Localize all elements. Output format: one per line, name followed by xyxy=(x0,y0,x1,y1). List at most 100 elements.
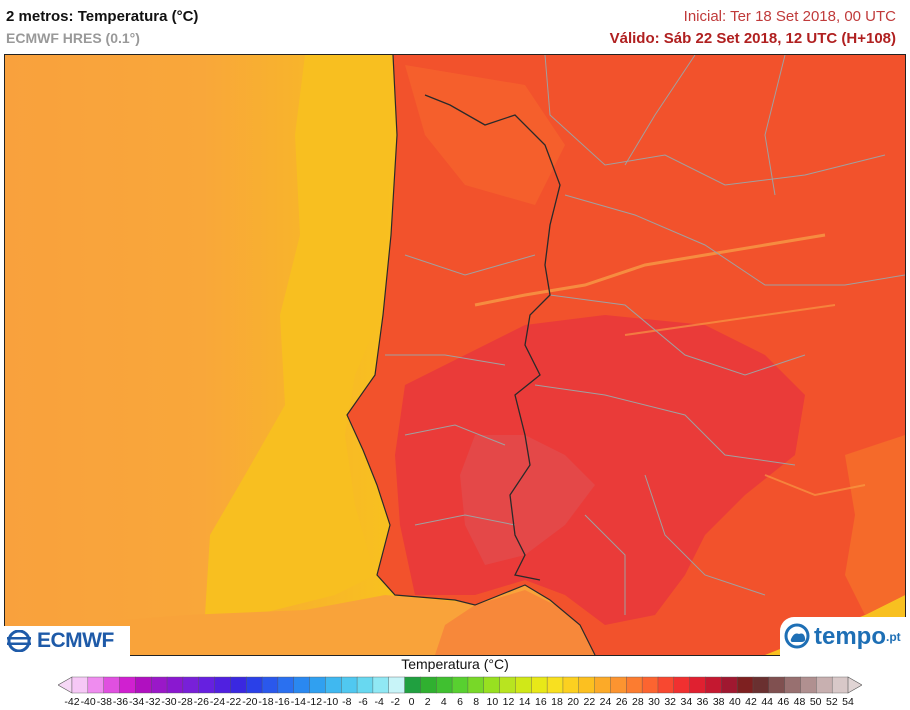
coastal-warm-band xyxy=(205,55,393,615)
scale-swatch xyxy=(736,676,754,694)
tempo-symbol-icon xyxy=(784,623,810,648)
mountain-range-2 xyxy=(624,304,836,336)
scale-swatch xyxy=(166,676,184,694)
southern-sea-hot xyxy=(435,590,595,655)
scale-swatch xyxy=(87,676,105,694)
scale-label: -12 xyxy=(306,696,323,708)
scale-label: -22 xyxy=(226,696,242,708)
scale-label: -16 xyxy=(274,696,290,708)
scale-label: 36 xyxy=(696,696,709,708)
scale-label: -10 xyxy=(323,696,339,708)
ecmwf-logo-text: ECMWF xyxy=(37,629,114,652)
scale-swatch xyxy=(705,676,722,694)
region-boundaries xyxy=(385,55,905,615)
scale-swatch xyxy=(388,676,406,694)
scale-swatch xyxy=(356,676,374,694)
hottest-zone xyxy=(460,435,595,565)
color-scale-bar xyxy=(58,676,862,694)
scale-swatch xyxy=(372,676,390,694)
orange-south-east xyxy=(845,435,905,615)
scale-swatch xyxy=(499,676,516,694)
scale-label: 48 xyxy=(793,696,806,708)
mountain-range-3 xyxy=(764,474,866,497)
color-scale-labels: -42 -40 -38 -36 -34 -32 -30 -28 -26 -24 -22 -20 -18-… xyxy=(0,696,910,710)
scale-label: -34 xyxy=(129,696,145,708)
scale-label: 34 xyxy=(680,696,693,708)
scale-label: -32 xyxy=(145,696,161,708)
scale-swatch xyxy=(182,676,200,694)
scale-swatch xyxy=(293,676,311,694)
map-canvas xyxy=(5,55,905,655)
ecmwf-symbol-icon xyxy=(7,630,31,652)
scale-label: 26 xyxy=(615,696,628,708)
scale-swatch xyxy=(467,676,485,694)
model-subtitle: ECMWF HRES (0.1°) xyxy=(6,30,140,46)
scale-label: -40 xyxy=(80,696,96,708)
scale-swatch xyxy=(436,676,453,694)
scale-label: -6 xyxy=(358,696,368,708)
scale-swatch xyxy=(451,676,469,694)
scale-swatch xyxy=(626,676,643,694)
scale-label: 2 xyxy=(424,696,431,708)
scale-swatch xyxy=(198,676,216,694)
scale-label: 46 xyxy=(777,696,790,708)
scale-swatch xyxy=(135,676,152,694)
scale-label: 38 xyxy=(712,696,725,708)
scale-swatch xyxy=(214,676,231,694)
scale-label: 32 xyxy=(664,696,676,708)
scale-label: 54 xyxy=(842,696,854,708)
portugal-spain-border xyxy=(424,94,561,581)
scale-label: -14 xyxy=(290,696,306,708)
scale-label: 52 xyxy=(825,696,838,708)
scale-label: 18 xyxy=(551,696,563,708)
scale-label: 30 xyxy=(648,696,660,708)
scale-swatch xyxy=(325,676,342,694)
scale-label: 16 xyxy=(534,696,547,708)
scale-label: 10 xyxy=(486,696,499,708)
scale-swatch xyxy=(673,676,691,694)
map-title: 2 metros: Temperatura (°C) xyxy=(6,8,199,25)
scale-swatch xyxy=(119,676,136,694)
scale-max-arrow xyxy=(847,676,862,694)
scale-label: 14 xyxy=(518,696,531,708)
scale-swatch xyxy=(103,676,121,694)
tempo-logo-text: tempo xyxy=(814,622,886,650)
scale-swatch xyxy=(515,676,532,694)
scale-label: -2 xyxy=(390,696,400,708)
scale-swatch xyxy=(230,676,247,694)
scale-swatch xyxy=(71,676,89,694)
scale-label: -18 xyxy=(258,696,274,708)
scale-swatch xyxy=(816,676,833,694)
scale-swatch xyxy=(721,676,738,694)
scale-swatch xyxy=(784,676,801,694)
valid-time: Válido: Sáb 22 Set 2018, 12 UTC (H+108) xyxy=(609,30,896,47)
scale-label: -28 xyxy=(177,696,193,708)
scale-swatch xyxy=(800,676,817,694)
scale-swatch xyxy=(420,676,437,694)
scale-swatch xyxy=(150,676,168,694)
scale-swatch xyxy=(689,676,706,694)
scale-swatch xyxy=(657,676,675,694)
orange-north xyxy=(405,65,565,205)
scale-label: -24 xyxy=(209,696,226,708)
legend-title: Temperatura (°C) xyxy=(401,656,509,672)
scale-label: -20 xyxy=(242,696,258,708)
scale-label: 24 xyxy=(599,696,612,708)
scale-label: 6 xyxy=(457,696,463,708)
scale-label: -30 xyxy=(161,696,177,708)
scale-label: 50 xyxy=(809,696,822,708)
scale-label: 28 xyxy=(631,696,644,708)
scale-swatch xyxy=(578,676,596,694)
scale-swatch xyxy=(594,676,611,694)
scale-swatch xyxy=(246,676,263,694)
scale-label: -42 xyxy=(64,696,80,708)
temperature-map xyxy=(4,54,906,656)
tempo-logo: tempo .pt xyxy=(780,617,906,656)
scale-label: 44 xyxy=(761,696,773,708)
header-right: Inicial: Ter 18 Set 2018, 00 UTC Válido:… xyxy=(610,8,896,47)
southern-sea xyxy=(5,585,585,655)
scale-label: -8 xyxy=(342,696,352,708)
scale-label: 12 xyxy=(502,696,515,708)
initial-time: Inicial: Ter 18 Set 2018, 00 UTC xyxy=(683,8,896,25)
scale-swatch xyxy=(261,676,279,694)
